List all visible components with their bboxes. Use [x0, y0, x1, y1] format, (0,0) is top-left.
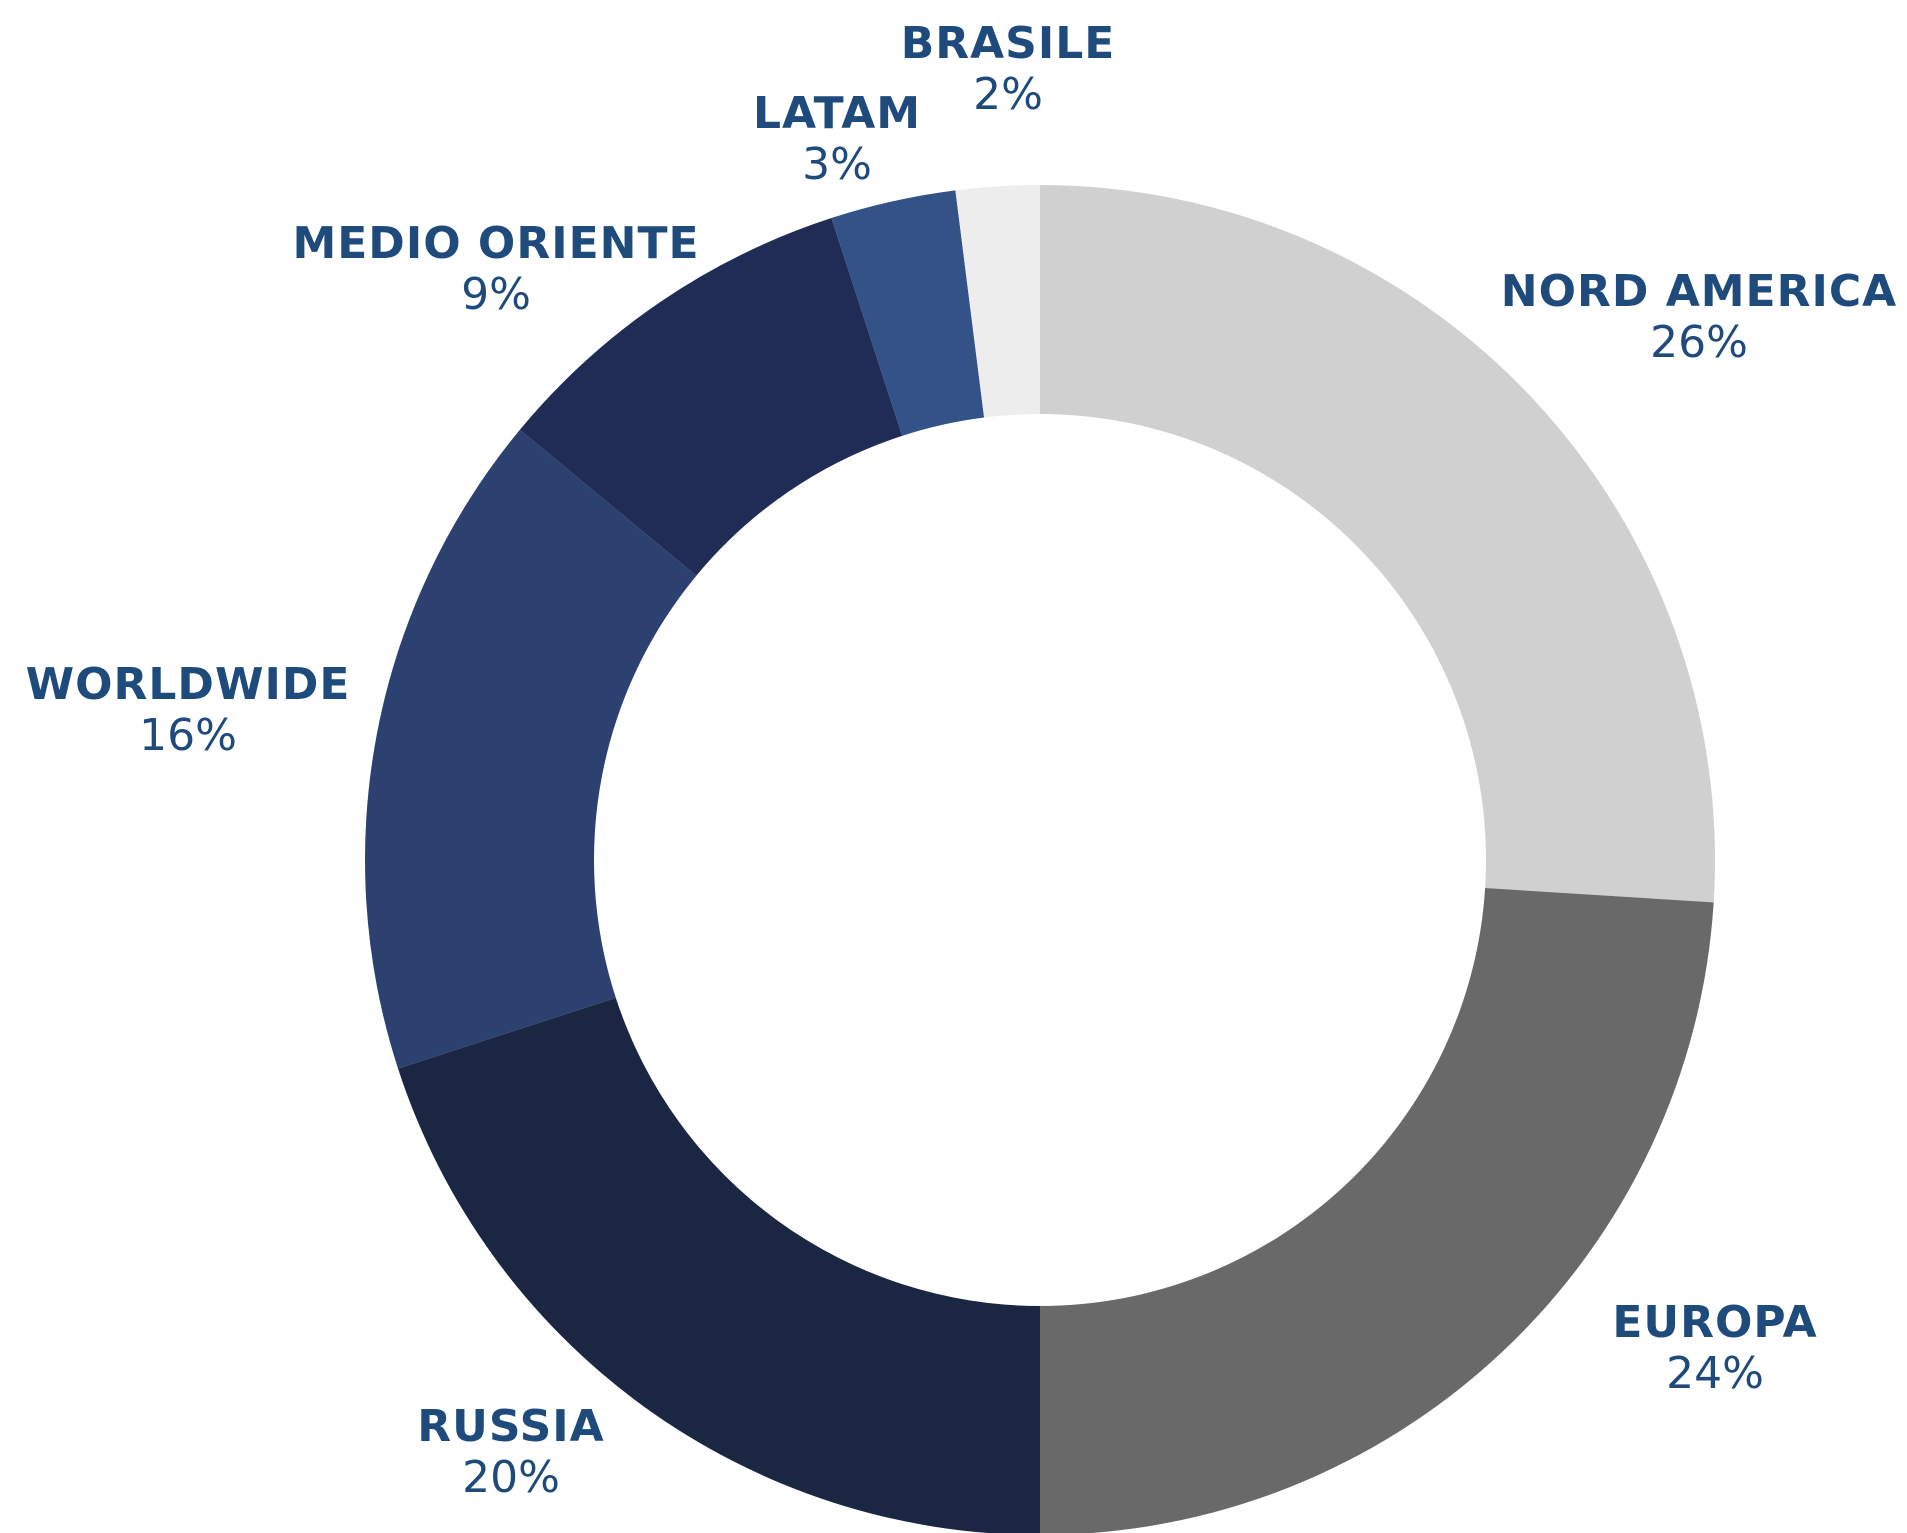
slice-value: 9%	[461, 269, 531, 320]
slice-value: 2%	[973, 69, 1043, 120]
slice-label: MEDIO ORIENTE	[292, 218, 699, 269]
slice-value: 3%	[802, 139, 872, 190]
slice-value: 16%	[139, 710, 237, 761]
slice-label: EUROPA	[1612, 1297, 1817, 1348]
slice-label: WORLDWIDE	[26, 659, 351, 710]
slice-value: 24%	[1666, 1348, 1764, 1399]
slice-label: RUSSIA	[417, 1401, 604, 1452]
donut-slice	[955, 185, 1040, 418]
slice-value: 20%	[462, 1452, 560, 1503]
donut-slice	[398, 997, 1040, 1533]
donut-slice	[519, 218, 903, 576]
slice-label: BRASILE	[901, 18, 1116, 69]
slice-label: LATAM	[753, 88, 921, 139]
donut-slice	[831, 190, 985, 436]
slice-label: NORD AMERICA	[1501, 266, 1897, 317]
donut-slice	[365, 429, 697, 1069]
slice-value: 26%	[1650, 317, 1748, 368]
donut-slice	[1040, 888, 1714, 1533]
donut-slice	[1040, 185, 1715, 903]
